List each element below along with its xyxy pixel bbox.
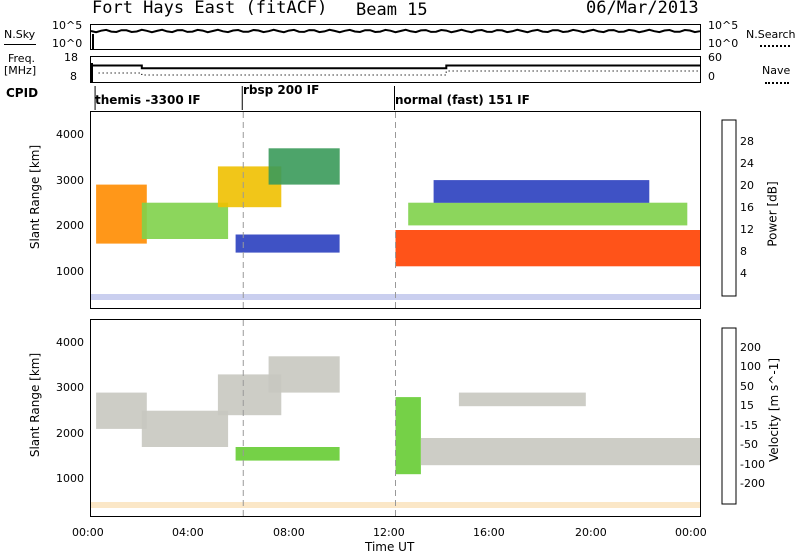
freq-label: Freq. — [8, 52, 36, 65]
xtick-3: 12:00 — [373, 526, 405, 539]
xtick-6: 00:00 — [675, 526, 707, 539]
velocity-band-1 — [96, 392, 147, 429]
velocity-ytick-2000: 2000 — [56, 427, 84, 440]
power-band-4 — [268, 148, 340, 185]
nave-label: Nave — [762, 64, 791, 77]
cpid-segment-2: rbsp 200 IF — [243, 83, 320, 97]
velocity-band-7 — [420, 438, 700, 466]
power-band-8 — [433, 180, 650, 203]
power-colorbar-tick: 4 — [740, 267, 747, 280]
velocity-band-4 — [268, 356, 340, 393]
nave-tick-high: 60 — [708, 51, 722, 64]
velocity-panel — [90, 319, 701, 517]
power-ytick-1000: 1000 — [56, 265, 84, 278]
power-colorbar-tick: 12 — [740, 223, 754, 236]
velocity-band-6 — [395, 397, 421, 475]
velocity-ytick-1000: 1000 — [56, 472, 84, 485]
freq-tick-high: 18 — [64, 51, 78, 64]
freq-unit-label: [MHz] — [4, 64, 37, 77]
xtick-5: 20:00 — [575, 526, 607, 539]
velocity-colorbar-tick: -15 — [740, 418, 758, 432]
nsearch-tick-high: 10^5 — [708, 19, 739, 32]
date-title: 06/Mar/2013 — [586, 0, 699, 18]
power-ytick-3000: 3000 — [56, 174, 84, 187]
power-colorbar-tick: 16 — [740, 201, 754, 214]
nave-dots — [765, 82, 789, 84]
power-ytick-4000: 4000 — [56, 128, 84, 141]
freq-panel — [90, 56, 701, 83]
power-band-5 — [235, 234, 340, 253]
velocity-colorbar-tick: -100 — [740, 457, 765, 471]
power-colorbar-frame — [721, 119, 737, 297]
cpid-label: CPID — [6, 86, 39, 100]
nsearch-dots — [760, 45, 790, 47]
nsky-trace — [90, 28, 701, 34]
power-band-7 — [408, 202, 688, 226]
velocity-ytick-4000: 4000 — [56, 336, 84, 349]
nave-trace — [98, 70, 700, 76]
velocity-colorbar-frame — [721, 327, 737, 505]
power-colorbar-tick: 20 — [740, 179, 754, 192]
velocity-colorbar-tick: 15 — [740, 399, 754, 413]
velocity-colorbar-tick: 200 — [740, 340, 761, 354]
nsky-tick-high: 10^5 — [52, 19, 83, 32]
xtick-1: 04:00 — [172, 526, 204, 539]
nsky-panel — [90, 24, 701, 50]
power-ytick-2000: 2000 — [56, 219, 84, 232]
velocity-colorbar-tick: 100 — [740, 360, 761, 374]
nave-tick-low: 0 — [708, 70, 715, 83]
velocity-ytick-3000: 3000 — [56, 381, 84, 394]
xlabel: Time UT — [365, 540, 415, 554]
nsearch-label: N.Search — [746, 28, 796, 41]
cpid-segment-3: normal (fast) 151 IF — [395, 93, 530, 107]
xtick-0: 00:00 — [72, 526, 104, 539]
velocity-colorbar-tick: -50 — [740, 438, 758, 452]
power-band-2 — [141, 202, 229, 239]
power-band-1 — [96, 184, 147, 244]
xtick-2: 08:00 — [273, 526, 305, 539]
velocity-band-5 — [235, 447, 340, 461]
power-band-6 — [395, 230, 700, 267]
nsky-underline — [4, 44, 36, 45]
beam-title: Beam 15 — [356, 0, 428, 20]
station-title: Fort Hays East (fitACF) — [92, 0, 328, 18]
power-colorbar-tick: 24 — [740, 157, 754, 170]
power-panel — [90, 111, 701, 309]
velocity-band-2 — [141, 410, 229, 447]
cpid-segment-1: themis -3300 IF — [95, 93, 201, 107]
nsearch-tick-low: 10^0 — [708, 37, 739, 50]
freq-trace — [91, 64, 700, 70]
power-colorbar-tick: 28 — [740, 135, 754, 148]
xtick-4: 16:00 — [473, 526, 505, 539]
power-colorbar-tick: 8 — [740, 245, 747, 258]
nsky-tick-low: 10^0 — [52, 37, 83, 50]
velocity-colorbar-tick: 50 — [740, 379, 754, 393]
velocity-band-8 — [458, 392, 586, 407]
velocity-colorbar-tick: -200 — [740, 477, 765, 491]
nsky-label: N.Sky — [4, 28, 36, 41]
freq-tick-low: 8 — [70, 70, 77, 83]
